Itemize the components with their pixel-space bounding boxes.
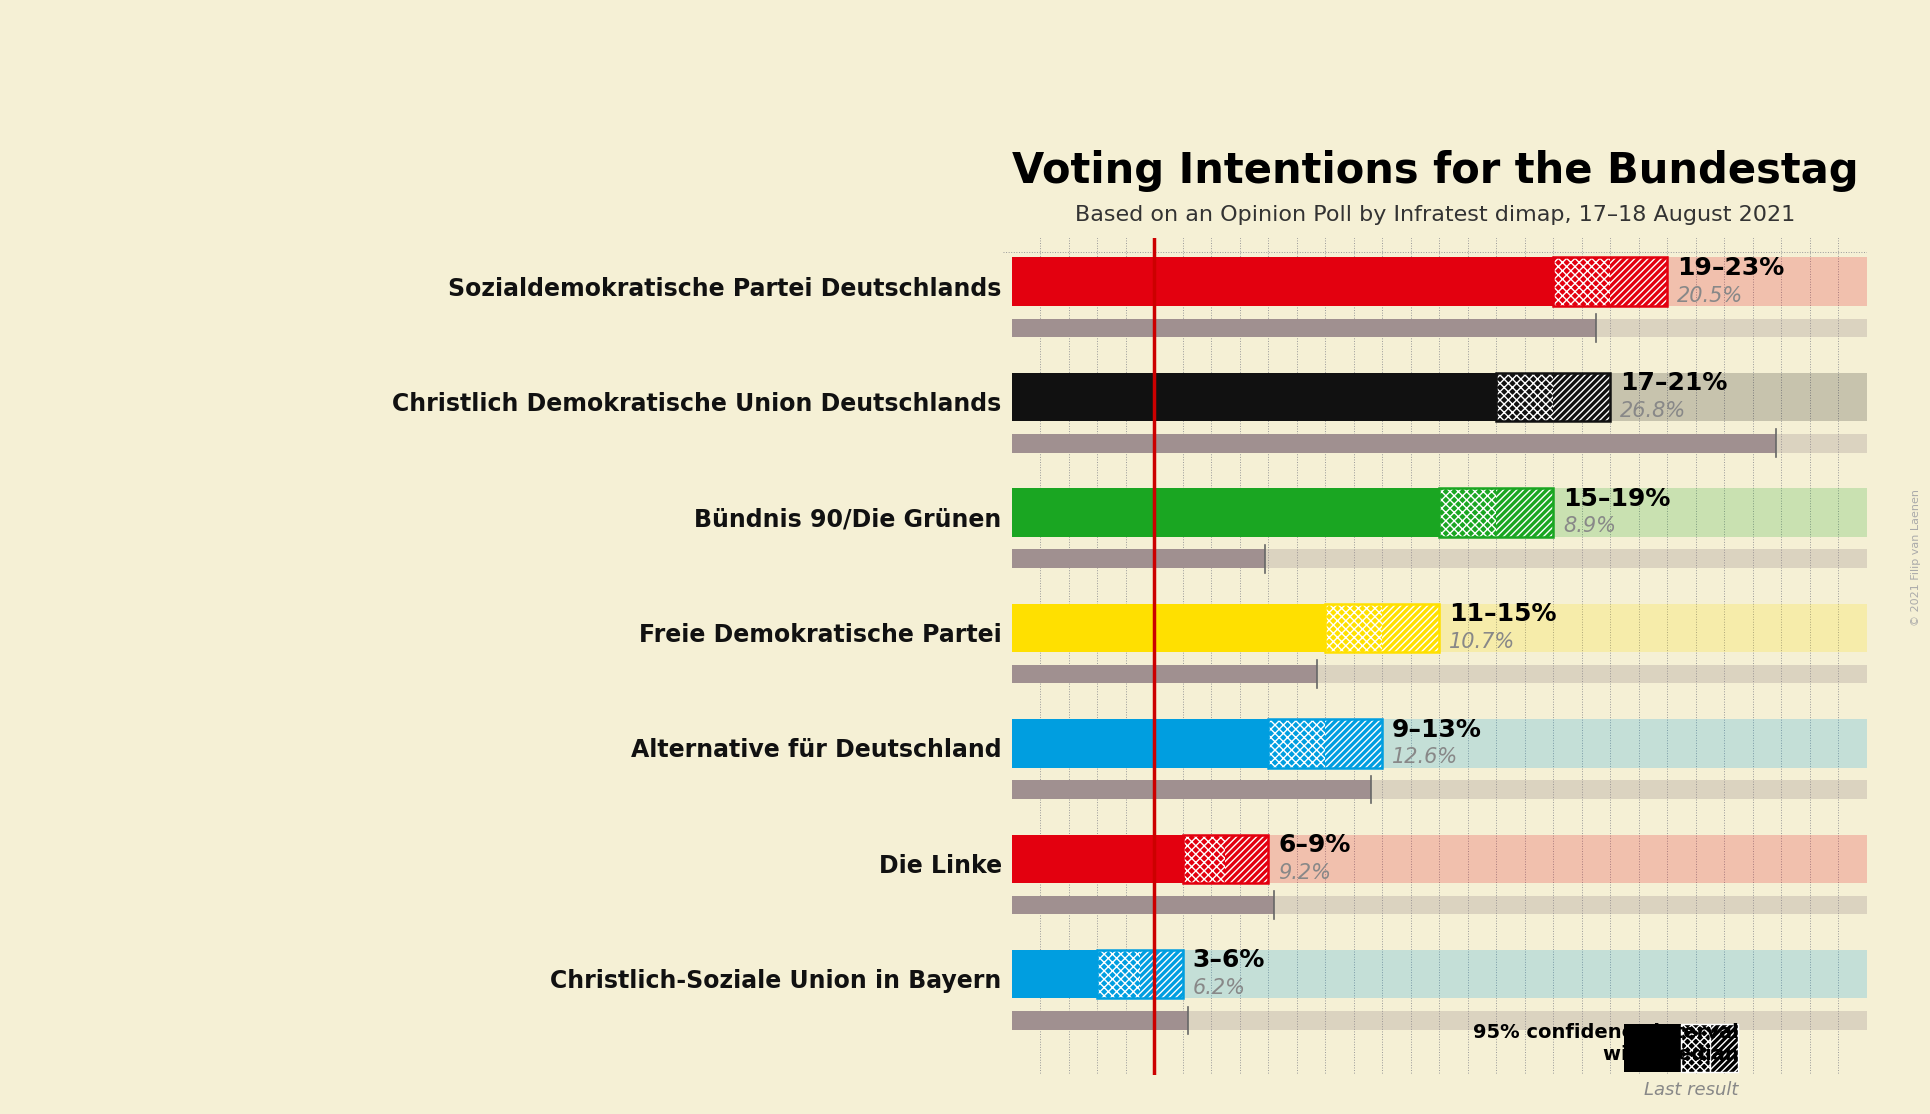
Bar <box>1625 1079 1739 1100</box>
Bar <box>1326 604 1440 652</box>
Bar <box>1226 834 1268 883</box>
Text: Bündnis 90/Die Grünen: Bündnis 90/Die Grünen <box>695 508 1002 531</box>
Bar <box>1440 488 1496 537</box>
Bar <box>1382 604 1440 652</box>
Text: 8.9%: 8.9% <box>1563 517 1615 537</box>
Text: 12.6%: 12.6% <box>1392 747 1459 768</box>
Bar <box>1011 780 1370 799</box>
Bar <box>1011 950 1866 998</box>
Bar <box>1011 780 1866 799</box>
Text: Voting Intentions for the Bundestag: Voting Intentions for the Bundestag <box>1011 150 1859 192</box>
Bar <box>1011 665 1316 683</box>
Text: 6–9%: 6–9% <box>1278 833 1351 857</box>
Text: 95% confidence interval
with median: 95% confidence interval with median <box>1473 1023 1739 1064</box>
Bar <box>1625 1024 1681 1073</box>
Bar <box>1183 834 1268 883</box>
Bar <box>1496 373 1610 421</box>
Text: 26.8%: 26.8% <box>1619 401 1687 421</box>
Text: 9.2%: 9.2% <box>1278 862 1332 882</box>
Bar <box>1011 604 1866 652</box>
Bar <box>1326 604 1382 652</box>
Bar <box>1011 896 1866 915</box>
Text: Christlich Demokratische Union Deutschlands: Christlich Demokratische Union Deutschla… <box>392 392 1002 416</box>
Text: © 2021 Filip van Laenen: © 2021 Filip van Laenen <box>1911 489 1922 625</box>
Bar <box>1011 834 1183 883</box>
Text: 15–19%: 15–19% <box>1563 487 1671 510</box>
Text: Freie Demokratische Partei: Freie Demokratische Partei <box>639 623 1002 647</box>
Bar <box>1011 257 1554 306</box>
Text: Christlich-Soziale Union in Bayern: Christlich-Soziale Union in Bayern <box>550 969 1002 994</box>
Bar <box>1011 604 1326 652</box>
Text: 20.5%: 20.5% <box>1677 285 1743 305</box>
Bar <box>1011 896 1274 915</box>
Text: Sozialdemokratische Partei Deutschlands: Sozialdemokratische Partei Deutschlands <box>448 276 1002 301</box>
Bar <box>1011 1012 1189 1029</box>
Bar <box>1268 720 1382 768</box>
Bar <box>1610 257 1668 306</box>
Bar <box>1440 488 1554 537</box>
Bar <box>1681 1024 1710 1073</box>
Bar <box>1011 488 1866 537</box>
Bar <box>1011 373 1496 421</box>
Bar <box>1096 950 1183 998</box>
Bar <box>1183 834 1226 883</box>
Bar <box>1710 1024 1739 1073</box>
Text: 11–15%: 11–15% <box>1449 602 1558 626</box>
Bar <box>1011 319 1596 338</box>
Bar <box>1011 257 1866 306</box>
Bar <box>1496 488 1554 537</box>
Text: 17–21%: 17–21% <box>1619 371 1727 395</box>
Bar <box>1011 549 1266 568</box>
Text: Last result: Last result <box>1644 1081 1739 1098</box>
Text: 19–23%: 19–23% <box>1677 256 1785 280</box>
Text: Alternative für Deutschland: Alternative für Deutschland <box>631 739 1002 762</box>
Bar <box>1268 720 1326 768</box>
Bar <box>1011 950 1096 998</box>
Bar <box>1011 373 1866 421</box>
Bar <box>1326 720 1382 768</box>
Bar <box>1011 434 1776 452</box>
Bar <box>1496 373 1554 421</box>
Text: 6.2%: 6.2% <box>1193 978 1245 998</box>
Bar <box>1011 720 1268 768</box>
Text: Based on an Opinion Poll by Infratest dimap, 17–18 August 2021: Based on an Opinion Poll by Infratest di… <box>1075 205 1795 225</box>
Bar <box>1011 1012 1866 1029</box>
Bar <box>1011 720 1866 768</box>
Bar <box>1011 549 1866 568</box>
Text: Die Linke: Die Linke <box>878 853 1002 878</box>
Bar <box>1011 834 1866 883</box>
Bar <box>1011 665 1866 683</box>
Bar <box>1096 950 1141 998</box>
Bar <box>1554 257 1610 306</box>
Bar <box>1011 434 1866 452</box>
Text: 3–6%: 3–6% <box>1193 948 1264 973</box>
Text: 10.7%: 10.7% <box>1449 632 1515 652</box>
Text: 9–13%: 9–13% <box>1392 717 1482 742</box>
Bar <box>1011 488 1440 537</box>
Bar <box>1554 373 1610 421</box>
Bar <box>1011 319 1866 338</box>
Bar <box>1141 950 1183 998</box>
Bar <box>1554 257 1668 306</box>
